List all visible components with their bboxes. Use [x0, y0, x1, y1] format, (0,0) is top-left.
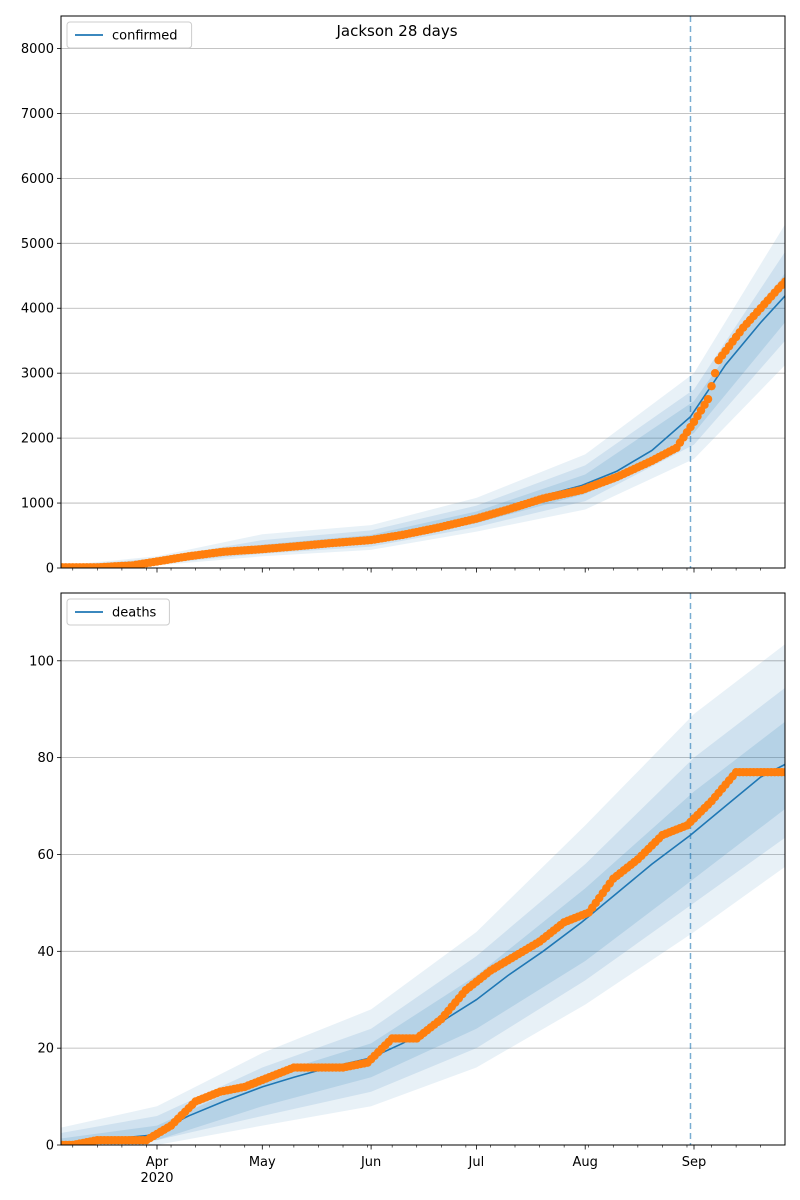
- uncertainty-band-2: [61, 687, 785, 1145]
- observed-point: [781, 767, 785, 777]
- y-tick-label: 80: [37, 751, 54, 766]
- legend: confirmed: [66, 21, 193, 49]
- legend-box: [66, 598, 170, 626]
- y-tick-label: 2000: [21, 432, 54, 447]
- uncertainty-band-1: [61, 644, 785, 1145]
- x-tick-label: Aug: [573, 1155, 598, 1170]
- x-tick-label: Jul: [468, 1155, 485, 1170]
- uncertainty-band-1: [61, 224, 785, 568]
- observed-point: [784, 770, 785, 775]
- observed-point: [707, 381, 716, 391]
- observed-point: [795, 756, 800, 764]
- x-tick-label: Apr: [146, 1155, 169, 1170]
- observed-point: [788, 764, 796, 772]
- chart-title: Jackson 28 days: [335, 22, 457, 40]
- panel-1: 0 1000 2000 3000 4000 5000 6000 7000 8000 confirm…: [21, 15, 800, 577]
- observed-point: [792, 267, 800, 275]
- observed-point: [792, 760, 800, 768]
- uncertainty-band-3: [61, 273, 785, 568]
- observed-point: [703, 394, 713, 404]
- y-tick-label: 4000: [21, 302, 54, 317]
- legend-label: deaths: [112, 606, 157, 621]
- y-tick-label: 100: [29, 654, 54, 669]
- observed-point: [788, 270, 796, 278]
- plot-frame: [60, 15, 786, 569]
- y-tick-label: 0: [46, 1139, 54, 1154]
- plot-area: [61, 16, 800, 568]
- x-tick-sublabel: 2020: [140, 1171, 173, 1186]
- observed-point: [795, 263, 800, 271]
- observed-point: [784, 276, 785, 280]
- y-tick-label: 7000: [21, 107, 54, 122]
- y-tick-label: 8000: [21, 42, 54, 57]
- plot-frame: [60, 592, 786, 1146]
- series-line-2: [789, 690, 800, 767]
- x-tick-label: May: [249, 1155, 276, 1170]
- legend-label: confirmed: [112, 29, 178, 44]
- x-tick-label: Sep: [682, 1155, 707, 1170]
- uncertainty-band-2: [61, 251, 785, 568]
- y-tick-label: 1000: [21, 497, 54, 512]
- x-tick-label: Jun: [360, 1155, 381, 1170]
- legend: deaths: [66, 598, 170, 626]
- legend-box: [66, 21, 193, 49]
- y-tick-label: 6000: [21, 172, 54, 187]
- y-tick-label: 5000: [21, 237, 54, 252]
- observed-point: [710, 368, 720, 378]
- observed-point: [781, 277, 785, 286]
- plot-area: [61, 593, 800, 1145]
- y-tick-label: 60: [37, 848, 54, 863]
- y-tick-label: 0: [46, 562, 54, 577]
- y-tick-label: 3000: [21, 367, 54, 382]
- y-tick-label: 40: [37, 945, 54, 960]
- y-tick-label: 20: [37, 1042, 54, 1057]
